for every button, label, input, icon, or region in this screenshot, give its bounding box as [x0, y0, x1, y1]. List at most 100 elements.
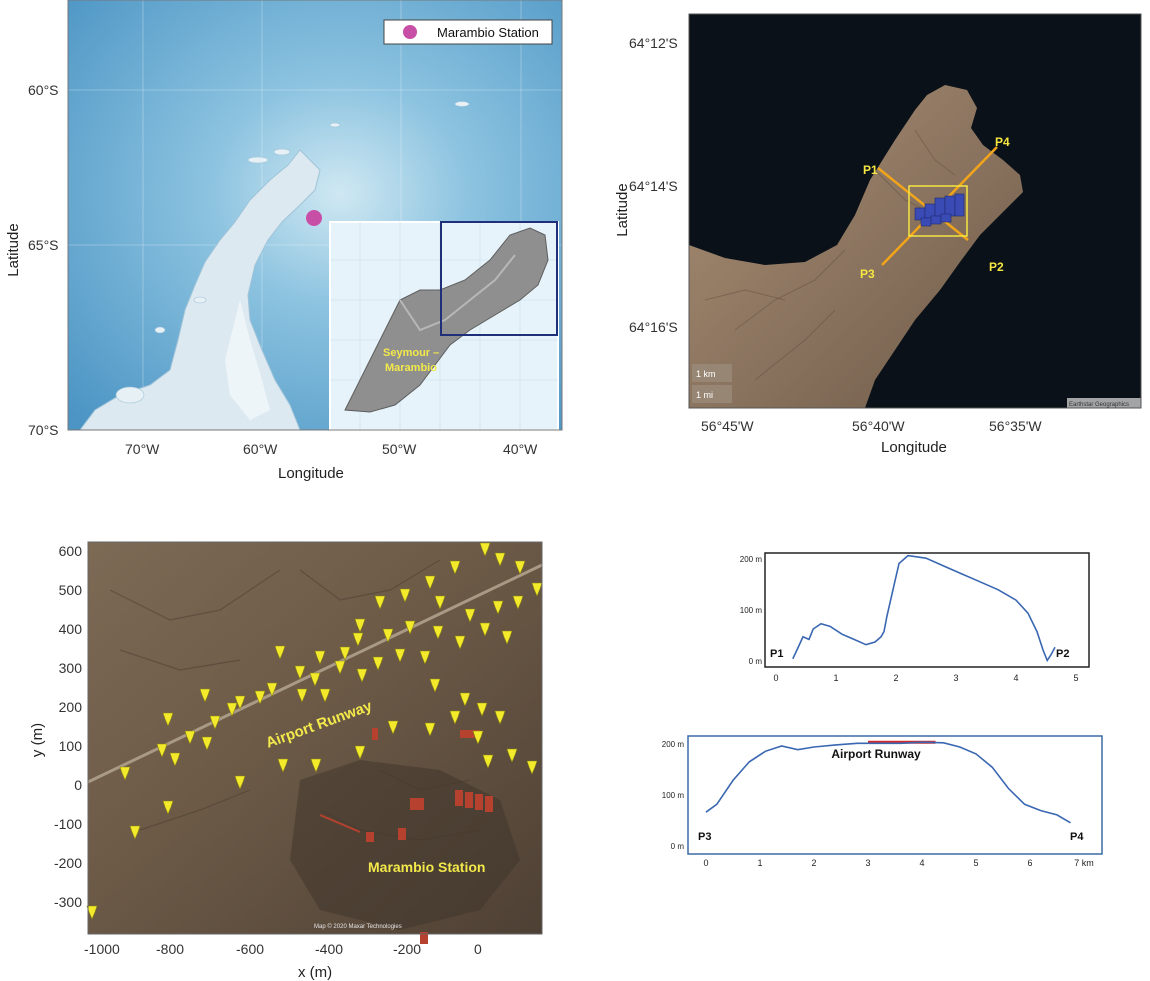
point-label-p3: P3 — [860, 267, 875, 281]
y-tick-64-16: 64°16'S — [629, 319, 678, 335]
study-area-box — [908, 185, 968, 237]
sensor-pin — [387, 720, 399, 735]
p2-y-tick-0: 0 m — [671, 842, 685, 851]
sensor-pin — [494, 710, 506, 725]
peninsula-map: Marambio Station Seymour – Marambio 70°W … — [5, 0, 563, 482]
map1-xlabel: Longitude — [278, 465, 344, 482]
sensor-pin — [266, 682, 278, 697]
sensor-pin — [494, 552, 506, 567]
sensor-pin — [501, 630, 513, 645]
x-tick: 1 — [757, 858, 762, 868]
y-tick-n200: -200 — [54, 855, 82, 871]
sensor-pin — [424, 575, 436, 590]
x-tick-50w: 50°W — [382, 441, 417, 457]
x-tick: 2 — [811, 858, 816, 868]
sensor-pin — [86, 905, 98, 920]
profile1-x-ticks: 0 1 2 3 4 5 — [773, 673, 1078, 683]
scale-km: 1 km — [696, 369, 716, 379]
scale-bar: 1 km 1 mi — [692, 364, 732, 403]
station-label: Marambio Station — [368, 859, 485, 875]
sensor-pin — [169, 752, 181, 767]
sensor-pin — [354, 618, 366, 633]
profile2-start-label: P3 — [698, 831, 711, 843]
sensor-pin — [310, 758, 322, 773]
sensor-pin — [454, 635, 466, 650]
profile2-frame — [687, 735, 1103, 855]
sensor-pin — [294, 665, 306, 680]
sensor-pin — [464, 608, 476, 623]
sensor-pin — [459, 692, 471, 707]
sensor-pin — [374, 595, 386, 610]
seymour-satellite-map: P1 P2 P3 P4 1 km 1 mi Earthstar Geograph… — [614, 13, 1142, 456]
profile1-start-label: P1 — [770, 648, 783, 660]
sensor-pin — [234, 775, 246, 790]
x-tick: 3 — [953, 673, 958, 683]
x-tick-60w: 60°W — [243, 441, 278, 457]
sensor-pin — [512, 595, 524, 610]
sensor-pin — [319, 688, 331, 703]
sensor-pin — [199, 688, 211, 703]
sensor-pins — [86, 542, 543, 920]
sensor-pin — [296, 688, 308, 703]
x-tick: 0 — [703, 858, 708, 868]
marambio-marker — [306, 210, 322, 226]
inset-label: Seymour – Marambio — [383, 347, 439, 374]
scale-mi: 1 mi — [696, 390, 713, 400]
y-tick-60s: 60°S — [28, 82, 59, 98]
profile-line-p1-p2 — [877, 167, 969, 241]
x-tick-0: 0 — [474, 941, 482, 957]
sensor-pin — [429, 678, 441, 693]
profile2-end-label: P4 — [1070, 831, 1084, 843]
sensor-pin — [382, 628, 394, 643]
profile1-end-label: P2 — [1056, 648, 1069, 660]
sensor-pin — [201, 736, 213, 751]
sensor-pin — [399, 588, 411, 603]
attribution: Earthstar Geographics — [1069, 402, 1129, 408]
sensor-pin — [277, 758, 289, 773]
profile2-line — [705, 741, 1071, 824]
point-label-p4: P4 — [995, 135, 1010, 149]
y-tick-200: 200 — [59, 699, 83, 715]
y-tick-64-14: 64°14'S — [629, 178, 678, 194]
sensor-pin — [162, 800, 174, 815]
y-tick-600: 600 — [59, 543, 83, 559]
station-buildings — [366, 728, 493, 944]
sensor-pin — [356, 668, 368, 683]
sensor-pin — [434, 595, 446, 610]
sensor-pin — [314, 650, 326, 665]
map-credit: Map © 2020 Maxar Technologies — [314, 923, 402, 930]
sensor-pin — [404, 620, 416, 635]
sensor-pin — [184, 730, 196, 745]
legend-marker — [403, 25, 417, 39]
sensor-pin — [309, 672, 321, 687]
sensor-pin — [482, 754, 494, 769]
sensor-pin — [274, 645, 286, 660]
x-tick-40w: 40°W — [503, 441, 538, 457]
sensor-pin — [492, 600, 504, 615]
y-tick-n100: -100 — [54, 816, 82, 832]
sensor-pin — [506, 748, 518, 763]
x-tick: 6 — [1027, 858, 1032, 868]
sensor-pin — [394, 648, 406, 663]
sensor-pin — [424, 722, 436, 737]
sensor-pin — [354, 745, 366, 760]
x-tick: 3 — [865, 858, 870, 868]
sensor-pin — [432, 625, 444, 640]
sensor-pin — [119, 766, 131, 781]
sensor-field-map: Airport Runway Marambio Station Map © 20… — [29, 541, 543, 981]
x-tick-70w: 70°W — [125, 441, 160, 457]
sensor-pin — [334, 660, 346, 675]
sensor-pin — [449, 560, 461, 575]
profile-p3-p4-chart: Airport Runway 200 m 100 m 0 m 0 1 2 3 4 5 6 7 … — [662, 735, 1103, 868]
sensor-pin — [531, 582, 543, 597]
sensor-pin — [129, 825, 141, 840]
sensor-pin — [352, 632, 364, 647]
x-tick-56-40: 56°40'W — [852, 418, 905, 434]
y-tick-n300: -300 — [54, 894, 82, 910]
x-tick: 0 — [773, 673, 778, 683]
x-tick: 1 — [833, 673, 838, 683]
x-tick-n400: -400 — [315, 941, 343, 957]
map3-ylabel: y (m) — [29, 723, 46, 757]
sensor-grid — [914, 193, 965, 227]
map2-xlabel: Longitude — [881, 439, 947, 456]
